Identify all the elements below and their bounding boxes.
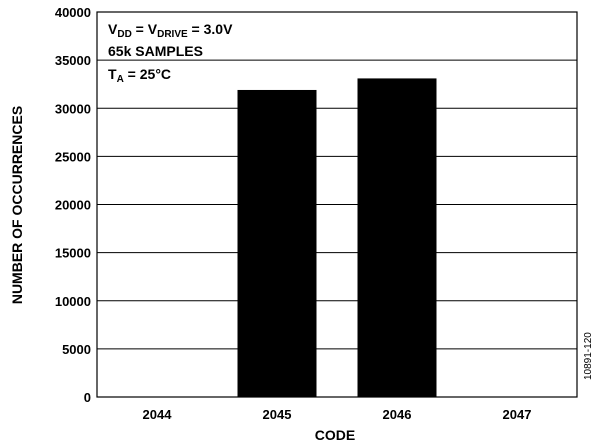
x-tick-label: 2047: [503, 407, 532, 422]
y-axis-label: NUMBER OF OCCURRENCES: [9, 106, 25, 304]
annotation-temperature: TA = 25°C: [108, 66, 172, 85]
y-tick-label: 40000: [55, 5, 91, 20]
annotation-samples: 65k SAMPLES: [108, 43, 203, 59]
y-tick-label: 30000: [55, 101, 91, 116]
y-tick-label: 35000: [55, 53, 91, 68]
x-tick-label: 2046: [383, 407, 412, 422]
y-tick-label: 10000: [55, 294, 91, 309]
y-tick-label: 25000: [55, 149, 91, 164]
y-tick-label: 15000: [55, 246, 91, 261]
y-axis-ticks: 0 5000 10000 15000 20000 25000 30000 35000 40000: [55, 5, 91, 405]
x-tick-label: 2044: [143, 407, 173, 422]
y-tick-label: 20000: [55, 198, 91, 213]
y-tick-label: 5000: [62, 342, 91, 357]
bars: [237, 78, 437, 398]
grid-lines: [97, 59, 577, 350]
x-axis-label: CODE: [315, 427, 355, 443]
x-axis-ticks: 2044 2045 2046 2047: [143, 407, 532, 422]
plot-frame: [96, 11, 578, 398]
annotation-voltage: VDD = VDRIVE = 3.0V: [108, 22, 239, 40]
bar-2046: [357, 78, 437, 397]
y-tick-label: 0: [84, 390, 91, 405]
figure-id: 10891-120: [583, 332, 594, 380]
x-tick-label: 2045: [263, 407, 292, 422]
bar-2045: [237, 89, 317, 398]
